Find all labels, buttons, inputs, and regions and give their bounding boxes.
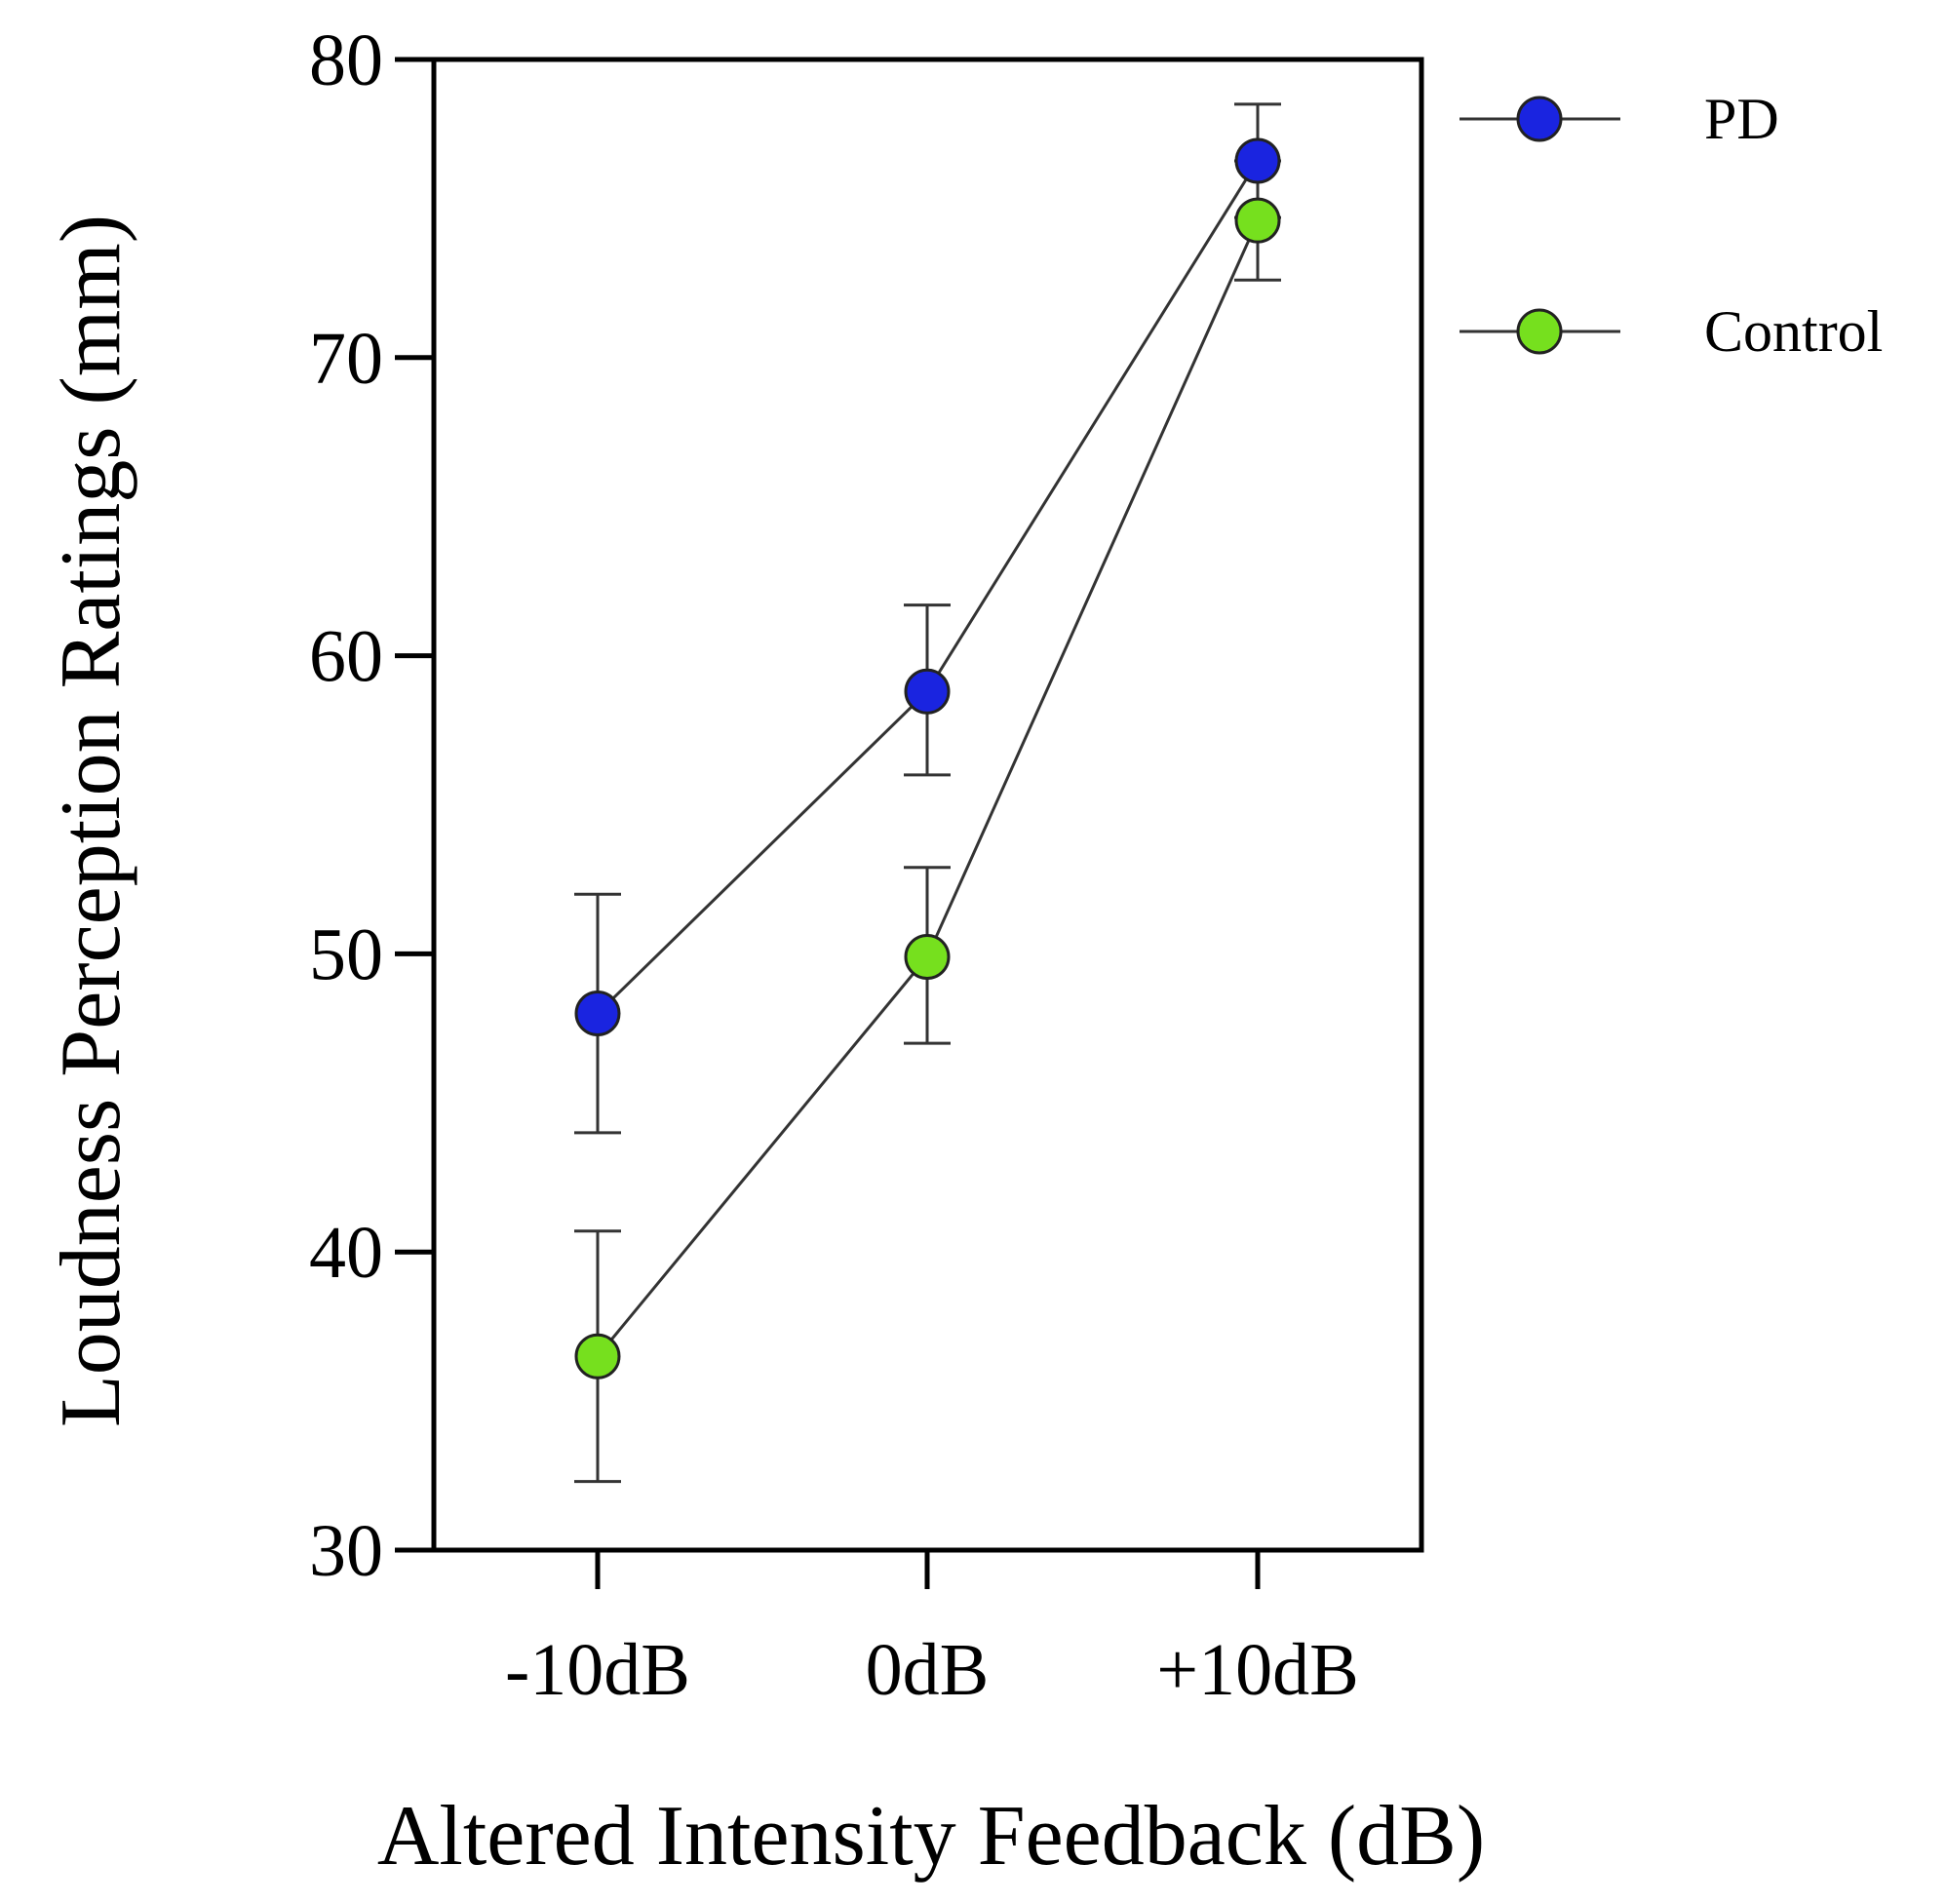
pd-point (1234, 137, 1281, 184)
control-point (904, 933, 951, 980)
legend-label-pd: PD (1704, 87, 1779, 151)
x-tick-label: -10dB (505, 1629, 690, 1711)
x-tick-label: 0dB (866, 1629, 990, 1711)
y-axis-title: Loudness Perception Ratings (mm) (44, 214, 138, 1427)
control-point (574, 1333, 621, 1379)
y-tick-label: 30 (309, 1510, 383, 1592)
pd-point (904, 668, 951, 715)
y-tick-label: 40 (309, 1212, 383, 1294)
data-points (574, 137, 1281, 1379)
legend: PD Control (1460, 87, 1883, 364)
x-axis-title: Altered Intensity Feedback (dB) (377, 1789, 1485, 1884)
legend-marker-control (1516, 308, 1563, 355)
y-tick-label: 70 (309, 318, 383, 400)
legend-label-control: Control (1704, 299, 1883, 364)
pd-point (574, 991, 621, 1037)
x-tick-label: +10dB (1156, 1629, 1359, 1711)
axes: 30 40 50 60 70 80 -10dB 0dB +10dB (309, 19, 1424, 1711)
legend-marker-pd (1516, 96, 1563, 142)
control-point (1234, 197, 1281, 244)
y-tick-label: 60 (309, 616, 383, 698)
y-tick-label: 80 (309, 19, 383, 101)
y-tick-label: 50 (309, 913, 383, 995)
